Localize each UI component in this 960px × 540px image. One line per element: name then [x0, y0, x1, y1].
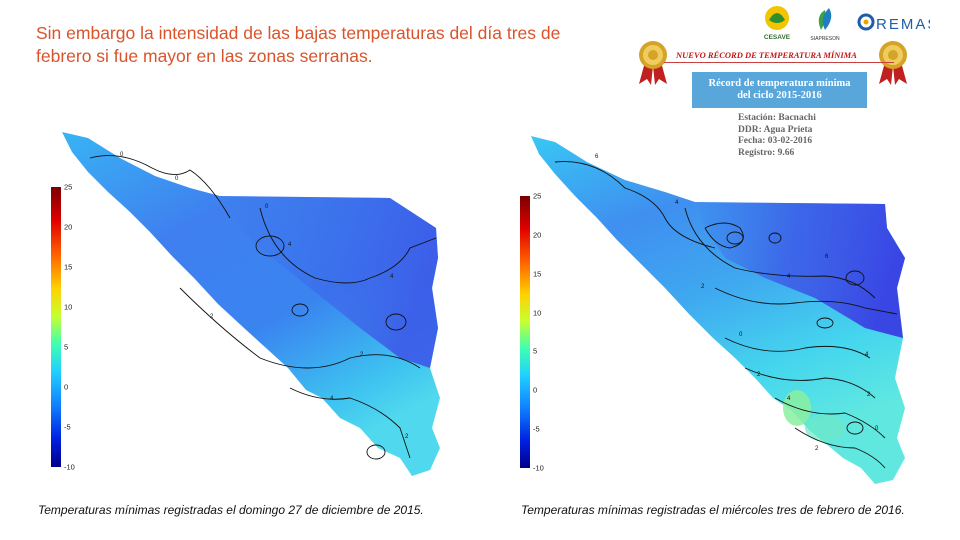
siapreson-logo: SIAPRESON [810, 8, 840, 42]
caption-right: Temperaturas mínimas registradas el miér… [521, 503, 905, 517]
left-contour-label: 2 [405, 434, 409, 440]
colorbar-left-tick: 5 [64, 342, 69, 352]
colorbar-left-tick: 15 [64, 262, 73, 272]
colorbar-right-tick: -10 [533, 463, 544, 473]
temperature-map-right: 6 4 2 0 2 4 6 4 2 0 2 4 [531, 136, 905, 484]
right-contour-label: 0 [739, 332, 743, 338]
record-banner: NUEVO RÉCORD DE TEMPERATURA MÍNIMA [676, 50, 857, 60]
right-contour-label: 4 [865, 352, 869, 358]
right-contour-label: 2 [867, 392, 871, 398]
right-contour-label: 4 [787, 274, 791, 280]
colorbar-left-gradient [51, 187, 61, 467]
colorbar-left-tick: -5 [64, 422, 71, 432]
colorbar-right-gradient [520, 196, 530, 468]
remas-label: REMAS [876, 16, 930, 33]
record-station: Estación: Bacnachi [738, 113, 816, 123]
right-contour-label: 0 [875, 426, 879, 432]
right-contour-label: 2 [815, 446, 819, 452]
left-contour-label: 4 [288, 242, 292, 248]
slide-title: Sin embargo la intensidad de las bajas t… [36, 23, 561, 66]
colorbar-right: 25 20 15 10 5 0 -5 -10 [520, 192, 544, 473]
left-contour-label: 2 [210, 314, 214, 320]
record-value: Registro: 9.66 [738, 147, 795, 158]
record-ddr: DDR: Agua Prieta [738, 124, 813, 135]
left-contour-label: 4 [330, 396, 334, 402]
caption-left: Temperaturas mínimas registradas el domi… [38, 503, 424, 517]
colorbar-right-tick: 25 [533, 191, 542, 201]
colorbar-left-tick: 20 [64, 222, 73, 232]
colorbar-left-tick: -10 [64, 462, 75, 472]
remas-logo: REMAS [857, 13, 930, 33]
colorbar-left-tick: 0 [64, 382, 69, 392]
colorbar-right-tick: 20 [533, 230, 542, 240]
colorbar-left-tick: 25 [64, 182, 73, 192]
colorbar-right-tick: 15 [533, 269, 542, 279]
left-contour-label: 0 [120, 152, 124, 158]
right-contour-label: 6 [595, 154, 599, 160]
record-banner-underline [664, 62, 894, 63]
colorbar-right-tick: 0 [533, 385, 538, 395]
record-details: Estación: Bacnachi DDR: Agua Prieta Fech… [738, 113, 816, 159]
cesave-logo: CESAVE [764, 6, 791, 41]
colorbar-right-tick: 5 [533, 346, 538, 356]
medal-left-icon [639, 41, 667, 85]
record-box-line2: del ciclo 2015-2016 [737, 90, 822, 101]
record-box: Récord de temperatura mínima del ciclo 2… [692, 72, 867, 108]
temperature-map-left: 0 0 2 2 4 4 4 2 0 [62, 132, 440, 476]
colorbar-right-tick: -5 [533, 424, 540, 434]
right-contour-label: 4 [675, 200, 679, 206]
right-contour-label: 6 [825, 254, 829, 260]
record-box-line1: Récord de temperatura mínima [708, 78, 851, 89]
logos-strip: CESAVE SIAPRESON REMAS [764, 6, 930, 42]
right-contour-label: 2 [757, 372, 761, 378]
cesave-label: CESAVE [764, 34, 791, 41]
left-contour-label: 4 [390, 274, 394, 280]
colorbar-right-tick: 10 [533, 308, 542, 318]
left-contour-label: 0 [265, 204, 269, 210]
left-contour-label: 0 [175, 176, 179, 182]
siapreson-label: SIAPRESON [810, 36, 840, 42]
colorbar-left-tick: 10 [64, 302, 73, 312]
record-date: Fecha: 03-02-2016 [738, 136, 813, 146]
right-contour-label: 4 [787, 396, 791, 402]
colorbar-left: 25 20 15 10 5 0 -5 -10 [51, 183, 75, 472]
right-contour-label: 2 [701, 284, 705, 290]
left-contour-label: 2 [360, 352, 364, 358]
